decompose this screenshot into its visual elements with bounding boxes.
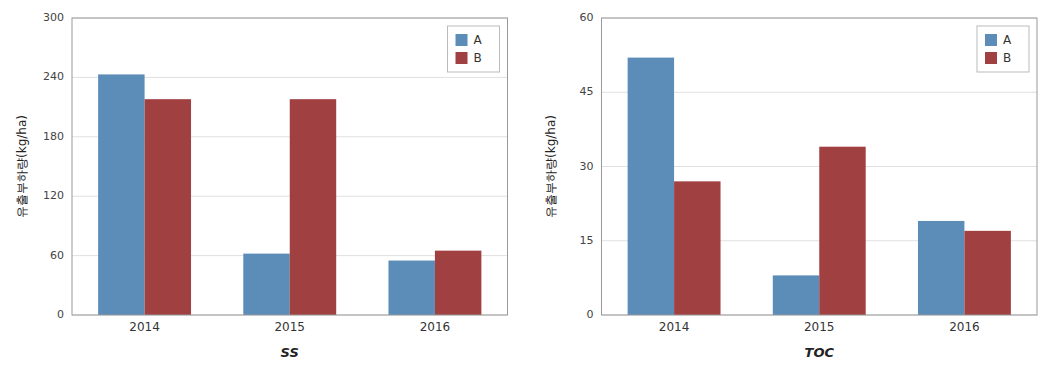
- y-tick-label: 30: [580, 160, 594, 173]
- panel: 0 60 120 180 240 300 2014 2015 2016 SS 유출부하량(kg/ha…: [15, 11, 508, 360]
- legend-swatch: [456, 52, 468, 64]
- y-tick-label: 60: [580, 11, 594, 24]
- bar: [918, 221, 964, 315]
- y-tick-label: 180: [43, 130, 64, 143]
- y-tick-label: 15: [580, 234, 594, 247]
- legend-swatch: [456, 34, 468, 46]
- x-tick-label: 2015: [804, 320, 835, 334]
- legend-frame: [977, 26, 1029, 72]
- y-tick-label: 60: [50, 249, 64, 262]
- bar: [145, 99, 191, 315]
- bar: [628, 58, 674, 315]
- legend: AB: [977, 26, 1029, 72]
- x-tick-label: 2014: [659, 320, 690, 334]
- y-axis-label: 유출부하량(kg/ha): [544, 115, 558, 218]
- plot-frame: [72, 18, 508, 315]
- legend-label: B: [474, 51, 482, 65]
- x-axis-label: TOC: [805, 345, 835, 360]
- bar: [98, 74, 144, 315]
- chart-svg: 060120180240300201420152016SS유출부하량(kg/ha…: [0, 0, 1059, 377]
- x-tick-label: 2016: [949, 320, 980, 334]
- x-tick-label: 2014: [129, 320, 160, 334]
- y-axis-label: 유출부하량(kg/ha): [15, 115, 29, 218]
- panel: 0 15 30 45 60 2014 2015 2016 TOC 유출부하량(kg/ha) AB: [544, 11, 1037, 360]
- bar: [290, 99, 336, 315]
- y-tick-label: 0: [57, 308, 64, 321]
- legend-label: A: [474, 33, 483, 47]
- bar: [674, 181, 720, 315]
- legend-swatch: [985, 34, 997, 46]
- y-tick-label: 300: [43, 11, 64, 24]
- bars: [628, 58, 1011, 315]
- legend-frame: [448, 26, 500, 72]
- bar: [819, 147, 865, 315]
- legend: AB: [448, 26, 500, 72]
- x-tick-label: 2015: [274, 320, 305, 334]
- plot-frame: [602, 18, 1038, 315]
- legend-label: A: [1003, 33, 1012, 47]
- chart-root: 060120180240300201420152016SS유출부하량(kg/ha…: [0, 0, 1059, 377]
- legend-label: B: [1003, 51, 1011, 65]
- y-tick-label: 45: [580, 85, 594, 98]
- bar: [388, 261, 434, 315]
- bar: [964, 231, 1010, 315]
- x-tick-label: 2016: [420, 320, 451, 334]
- bar: [435, 251, 481, 315]
- bar: [243, 254, 289, 315]
- bars: [98, 74, 481, 315]
- legend-swatch: [985, 52, 997, 64]
- y-tick-label: 240: [43, 70, 64, 83]
- bar: [773, 275, 819, 315]
- y-tick-label: 120: [43, 189, 64, 202]
- x-axis-label: SS: [281, 345, 299, 360]
- y-tick-label: 0: [587, 308, 594, 321]
